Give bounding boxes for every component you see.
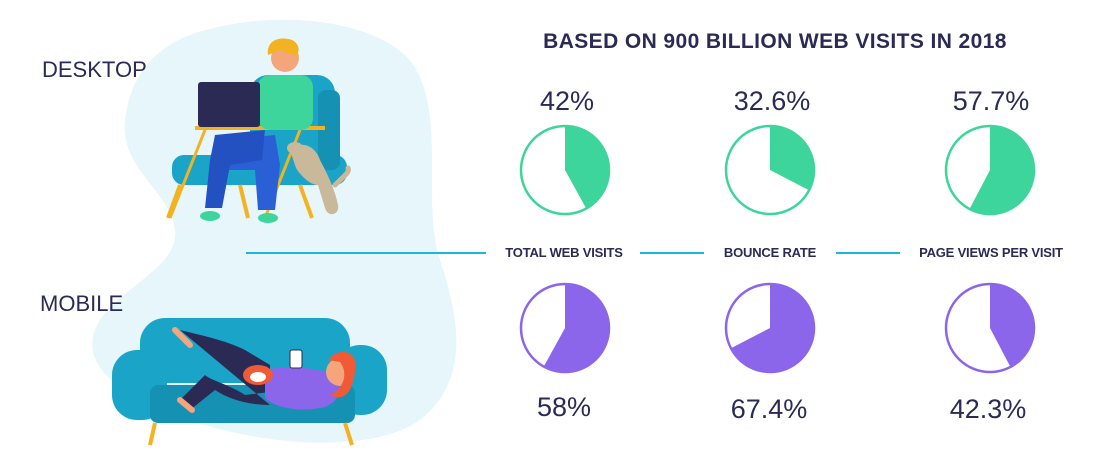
- desktop-label: DESKTOP: [42, 57, 147, 82]
- category-label-total-web-visits: TOTAL WEB VISITS: [505, 245, 623, 260]
- mobile-pie-slice-page-views-per-visit: [990, 284, 1035, 367]
- desktop-pie-slice-bounce-rate: [770, 126, 815, 191]
- mobile-label: MOBILE: [40, 291, 124, 316]
- category-label-page-views-per-visit: PAGE VIEWS PER VISIT: [919, 245, 1063, 260]
- chart-title: BASED ON 900 BILLION WEB VISITS IN 2018: [543, 30, 1007, 53]
- desktop-value-label-total-web-visits: 42%: [539, 86, 595, 116]
- desktop-pie-slice-total-web-visits: [565, 126, 609, 209]
- desktop-value-label-page-views: 57.7%: [952, 86, 1030, 116]
- desktop-value-label-bounce-rate: 32.6%: [733, 86, 811, 116]
- desktop-person-illustration: [166, 38, 351, 223]
- mobile-value-label-page-views: 42.3%: [949, 394, 1027, 424]
- category-label-bounce-rate: BOUNCE RATE: [723, 245, 817, 260]
- mobile-value-label-total-web-visits: 58%: [536, 392, 592, 422]
- mobile-person-illustration: [112, 318, 387, 446]
- mobile-pie-slice-bounce-rate: [730, 284, 814, 372]
- desktop-pie-slice-page-views-per-visit: [969, 126, 1034, 214]
- mobile-pie-slice-total-web-visits: [543, 284, 609, 372]
- mobile-value-label-bounce-rate: 67.4%: [730, 394, 808, 424]
